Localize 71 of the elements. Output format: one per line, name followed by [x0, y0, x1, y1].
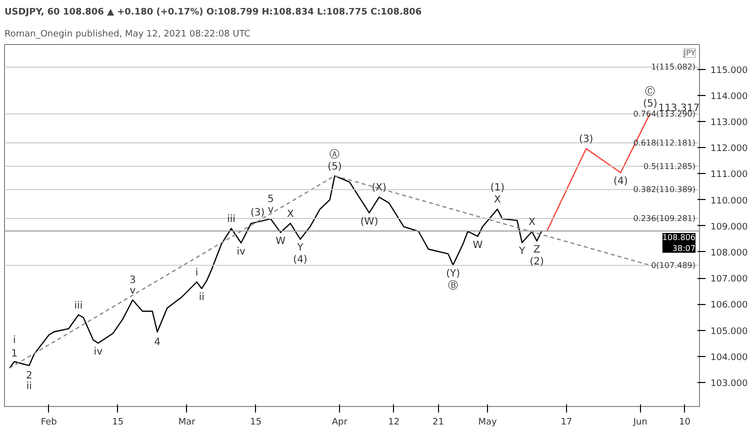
annotation: (W) [360, 216, 378, 228]
x-tick-label: 15 [112, 418, 124, 428]
annotation: (5) [643, 98, 658, 110]
annotation: i [12, 335, 16, 346]
ref-line-label: 1(115.082) [651, 62, 696, 72]
annotation: (1) [490, 182, 505, 194]
x-tick-label: Jun [632, 418, 648, 428]
annotation: Ⓐ [330, 148, 340, 160]
y-tick-label: 108.000 [710, 248, 748, 258]
annotation: W [472, 240, 483, 251]
annotation: X [286, 208, 294, 220]
y-tick-label: 114.000 [710, 92, 748, 102]
chart-title: Roman_Onegin published, May 12, 2021 08:22:08 UTC [4, 30, 250, 40]
y-tick-label: 110.000 [710, 196, 748, 206]
annotation: iv [94, 346, 103, 358]
x-tick-label: 17 [560, 418, 572, 428]
annotation: iii [74, 300, 83, 312]
ref-line-label: 0.5(111.285) [643, 162, 696, 171]
x-tick-label: 12 [388, 418, 400, 428]
ref-line-label: 0(107.489) [651, 260, 696, 270]
y-tick-label: 106.000 [710, 300, 748, 311]
annotation: Y [518, 246, 526, 258]
chart-subtitle: USDJPY, 60 108.806 ▲ +0.180 (+0.17%) O:108.799 H:108.834 L:108.775 C:108.806 [4, 8, 422, 18]
annotation: 2 [26, 370, 32, 382]
annotation: Ⓑ [448, 280, 458, 292]
ref-line-label: 0.382(110.389) [633, 185, 696, 194]
ref-line-label: 108.806 38:07 [662, 232, 696, 253]
annotation: iii [227, 214, 236, 225]
y-tick-label: 107.000 [710, 274, 748, 285]
y-tick-label: 105.000 [710, 326, 748, 337]
x-tick-label: May [478, 418, 498, 428]
annotation: 4 [154, 336, 160, 348]
annotation: 3 [129, 275, 136, 286]
y-tick-label: 109.000 [710, 222, 748, 232]
annotation: v [130, 286, 136, 297]
ref-line-label: 0.618(112.181) [633, 138, 696, 148]
x-tick-label: Feb [40, 418, 58, 428]
annotation: (4) [293, 254, 308, 266]
x-tick-label: Mar [178, 418, 196, 428]
annotation: Ⓒ [645, 86, 656, 98]
annotation: ii [198, 292, 204, 304]
annotation: Y [296, 242, 304, 254]
annotation: (5) [328, 161, 342, 172]
x-tick-label: 10 [678, 418, 691, 428]
annotation: ii [26, 381, 32, 392]
annotation: i [195, 268, 198, 279]
annotation: X [494, 194, 501, 206]
y-axis-title: JPY [682, 48, 696, 58]
annotation: 1 [11, 348, 18, 360]
x-tick-label: Apr [332, 418, 348, 428]
annotation: W [276, 236, 286, 247]
x-tick-label: 15 [250, 418, 262, 428]
annotation: (Y) [446, 268, 460, 280]
annotation: (X) [372, 182, 387, 194]
annotation: 5 [267, 194, 274, 205]
y-tick-label: 103.000 [710, 378, 748, 389]
annotation: (3) [579, 134, 594, 146]
annotation: X [528, 217, 536, 228]
y-tick-label: 112.000 [710, 144, 748, 154]
annotation: (4) [614, 176, 628, 188]
x-tick-label: 21 [432, 418, 444, 428]
annotation: v [268, 204, 274, 216]
ref-line-label: 0.236(109.281) [633, 214, 696, 224]
annotation: iv [236, 246, 246, 258]
y-tick-label: 115.000 [710, 66, 748, 76]
y-tick-label: 113.000 [710, 118, 748, 128]
y-tick-label: 111.000 [710, 170, 748, 180]
annotation: (3) [250, 207, 265, 218]
annotation: Z [533, 244, 540, 256]
annotation: (2) [530, 256, 544, 268]
y-tick-label: 104.000 [710, 352, 748, 363]
